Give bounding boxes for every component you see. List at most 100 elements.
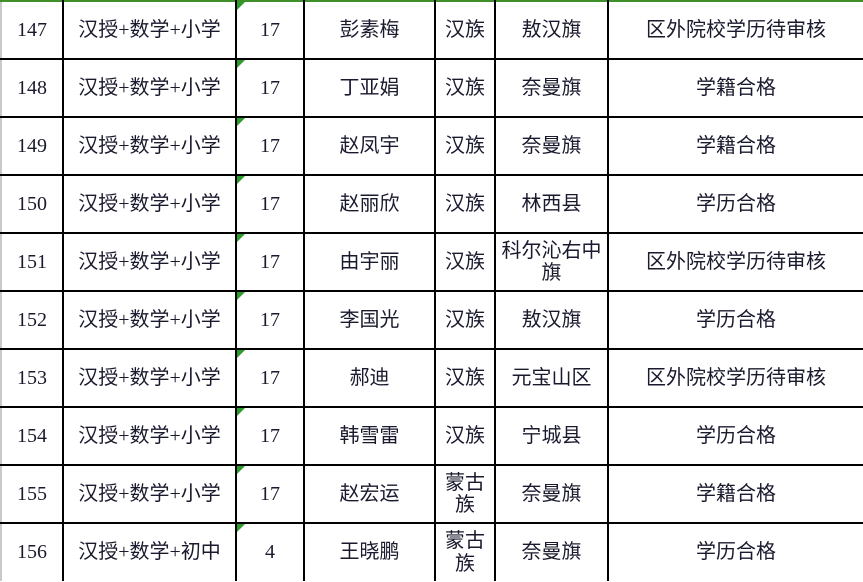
cell-region[interactable]: 奈曼旗 xyxy=(495,59,609,118)
cell-sequence-number[interactable]: 151 xyxy=(0,233,64,292)
cell-ethnicity[interactable]: 汉族 xyxy=(435,59,496,118)
green-triangle-error-icon xyxy=(237,292,245,300)
applicant-name-text: 郝迪 xyxy=(349,366,390,389)
cell-sequence-number[interactable]: 152 xyxy=(0,291,64,350)
cell-applicant-name[interactable]: 丁亚娟 xyxy=(304,59,436,118)
review-status-text: 学历合格 xyxy=(696,424,776,447)
applicant-name-text: 王晓鹏 xyxy=(339,541,400,564)
cell-position-code[interactable]: 17 xyxy=(236,117,305,176)
review-status-text: 区外院校学历待审核 xyxy=(646,18,826,41)
cell-position-code[interactable]: 17 xyxy=(236,175,305,234)
cell-teaching-subject[interactable]: 汉授+数学+小学 xyxy=(63,233,237,292)
position-code-text: 17 xyxy=(260,366,280,389)
applicant-name-text: 赵宏运 xyxy=(339,482,400,505)
cell-sequence-number[interactable]: 153 xyxy=(0,349,64,408)
cell-position-code[interactable]: 17 xyxy=(236,349,305,408)
cell-applicant-name[interactable]: 韩雪雷 xyxy=(304,407,436,466)
cell-position-code[interactable]: 17 xyxy=(236,233,305,292)
position-code-text: 17 xyxy=(260,424,280,447)
cell-region[interactable]: 林西县 xyxy=(495,175,609,234)
sequence-number-text: 147 xyxy=(17,18,47,41)
cell-position-code[interactable]: 17 xyxy=(236,465,305,524)
cell-sequence-number[interactable]: 154 xyxy=(0,407,64,466)
cell-region[interactable]: 宁城县 xyxy=(495,407,609,466)
cell-review-status[interactable]: 学籍合格 xyxy=(608,117,863,176)
position-code-text: 17 xyxy=(260,192,280,215)
cell-region[interactable]: 敖汉旗 xyxy=(495,291,609,350)
cell-review-status[interactable]: 区外院校学历待审核 xyxy=(608,0,863,60)
table-row[interactable]: 147 汉授+数学+小学 17 彭素梅 汉族 敖汉旗 区外院校学历待审核 xyxy=(0,0,863,60)
cell-review-status[interactable]: 学历合格 xyxy=(608,523,863,581)
cell-region[interactable]: 敖汉旗 xyxy=(495,0,609,60)
cell-review-status[interactable]: 区外院校学历待审核 xyxy=(608,233,863,292)
table-row[interactable]: 149 汉授+数学+小学 17 赵凤宇 汉族 奈曼旗 学籍合格 xyxy=(0,117,863,176)
cell-ethnicity[interactable]: 汉族 xyxy=(435,407,496,466)
sequence-number-text: 154 xyxy=(17,424,47,447)
table-row[interactable]: 153 汉授+数学+小学 17 郝迪 汉族 元宝山区 区外院校学历待审核 xyxy=(0,349,863,408)
cell-ethnicity[interactable]: 汉族 xyxy=(435,291,496,350)
cell-sequence-number[interactable]: 155 xyxy=(0,465,64,524)
ethnicity-text: 汉族 xyxy=(445,18,485,41)
table-row[interactable]: 154 汉授+数学+小学 17 韩雪雷 汉族 宁城县 学历合格 xyxy=(0,407,863,466)
cell-ethnicity[interactable]: 汉族 xyxy=(435,233,496,292)
cell-sequence-number[interactable]: 156 xyxy=(0,523,64,581)
table-row[interactable]: 151 汉授+数学+小学 17 由宇丽 汉族 科尔沁右中旗 区外院校学历待审核 xyxy=(0,233,863,292)
region-text: 敖汉旗 xyxy=(521,308,582,331)
cell-teaching-subject[interactable]: 汉授+数学+小学 xyxy=(63,0,237,60)
position-code-text: 4 xyxy=(265,541,275,564)
position-code-text: 17 xyxy=(260,76,280,99)
cell-teaching-subject[interactable]: 汉授+数学+小学 xyxy=(63,465,237,524)
cell-region[interactable]: 奈曼旗 xyxy=(495,117,609,176)
cell-region[interactable]: 科尔沁右中旗 xyxy=(495,233,609,292)
cell-sequence-number[interactable]: 150 xyxy=(0,175,64,234)
cell-region[interactable]: 奈曼旗 xyxy=(495,523,609,581)
table-row[interactable]: 155 汉授+数学+小学 17 赵宏运 蒙古族 奈曼旗 学籍合格 xyxy=(0,465,863,524)
cell-applicant-name[interactable]: 赵丽欣 xyxy=(304,175,436,234)
ethnicity-text: 汉族 xyxy=(445,76,485,99)
cell-teaching-subject[interactable]: 汉授+数学+小学 xyxy=(63,117,237,176)
cell-applicant-name[interactable]: 彭素梅 xyxy=(304,0,436,60)
cell-position-code[interactable]: 17 xyxy=(236,407,305,466)
cell-ethnicity[interactable]: 蒙古族 xyxy=(435,523,496,581)
cell-review-status[interactable]: 学历合格 xyxy=(608,291,863,350)
cell-teaching-subject[interactable]: 汉授+数学+小学 xyxy=(63,59,237,118)
cell-applicant-name[interactable]: 李国光 xyxy=(304,291,436,350)
region-text: 宁城县 xyxy=(521,424,582,447)
green-triangle-error-icon xyxy=(237,408,245,416)
cell-teaching-subject[interactable]: 汉授+数学+小学 xyxy=(63,349,237,408)
cell-position-code[interactable]: 17 xyxy=(236,0,305,60)
table-row[interactable]: 150 汉授+数学+小学 17 赵丽欣 汉族 林西县 学历合格 xyxy=(0,175,863,234)
cell-region[interactable]: 元宝山区 xyxy=(495,349,609,408)
cell-sequence-number[interactable]: 149 xyxy=(0,117,64,176)
cell-ethnicity[interactable]: 汉族 xyxy=(435,349,496,408)
cell-teaching-subject[interactable]: 汉授+数学+小学 xyxy=(63,175,237,234)
cell-teaching-subject[interactable]: 汉授+数学+小学 xyxy=(63,407,237,466)
cell-teaching-subject[interactable]: 汉授+数学+小学 xyxy=(63,291,237,350)
cell-ethnicity[interactable]: 汉族 xyxy=(435,175,496,234)
cell-applicant-name[interactable]: 王晓鹏 xyxy=(304,523,436,581)
cell-review-status[interactable]: 学籍合格 xyxy=(608,465,863,524)
cell-applicant-name[interactable]: 由宇丽 xyxy=(304,233,436,292)
table-row[interactable]: 156 汉授+数学+初中 4 王晓鹏 蒙古族 奈曼旗 学历合格 xyxy=(0,523,863,581)
cell-position-code[interactable]: 4 xyxy=(236,523,305,581)
cell-teaching-subject[interactable]: 汉授+数学+初中 xyxy=(63,523,237,581)
cell-sequence-number[interactable]: 147 xyxy=(0,0,64,60)
table-row[interactable]: 152 汉授+数学+小学 17 李国光 汉族 敖汉旗 学历合格 xyxy=(0,291,863,350)
applicant-name-text: 李国光 xyxy=(339,308,400,331)
cell-applicant-name[interactable]: 赵宏运 xyxy=(304,465,436,524)
region-text: 奈曼旗 xyxy=(521,76,582,99)
cell-ethnicity[interactable]: 汉族 xyxy=(435,0,496,60)
cell-review-status[interactable]: 学历合格 xyxy=(608,175,863,234)
cell-applicant-name[interactable]: 郝迪 xyxy=(304,349,436,408)
cell-ethnicity[interactable]: 蒙古族 xyxy=(435,465,496,524)
table-row[interactable]: 148 汉授+数学+小学 17 丁亚娟 汉族 奈曼旗 学籍合格 xyxy=(0,59,863,118)
cell-review-status[interactable]: 学籍合格 xyxy=(608,59,863,118)
cell-review-status[interactable]: 区外院校学历待审核 xyxy=(608,349,863,408)
cell-ethnicity[interactable]: 汉族 xyxy=(435,117,496,176)
cell-review-status[interactable]: 学历合格 xyxy=(608,407,863,466)
cell-position-code[interactable]: 17 xyxy=(236,59,305,118)
cell-region[interactable]: 奈曼旗 xyxy=(495,465,609,524)
cell-sequence-number[interactable]: 148 xyxy=(0,59,64,118)
cell-applicant-name[interactable]: 赵凤宇 xyxy=(304,117,436,176)
cell-position-code[interactable]: 17 xyxy=(236,291,305,350)
